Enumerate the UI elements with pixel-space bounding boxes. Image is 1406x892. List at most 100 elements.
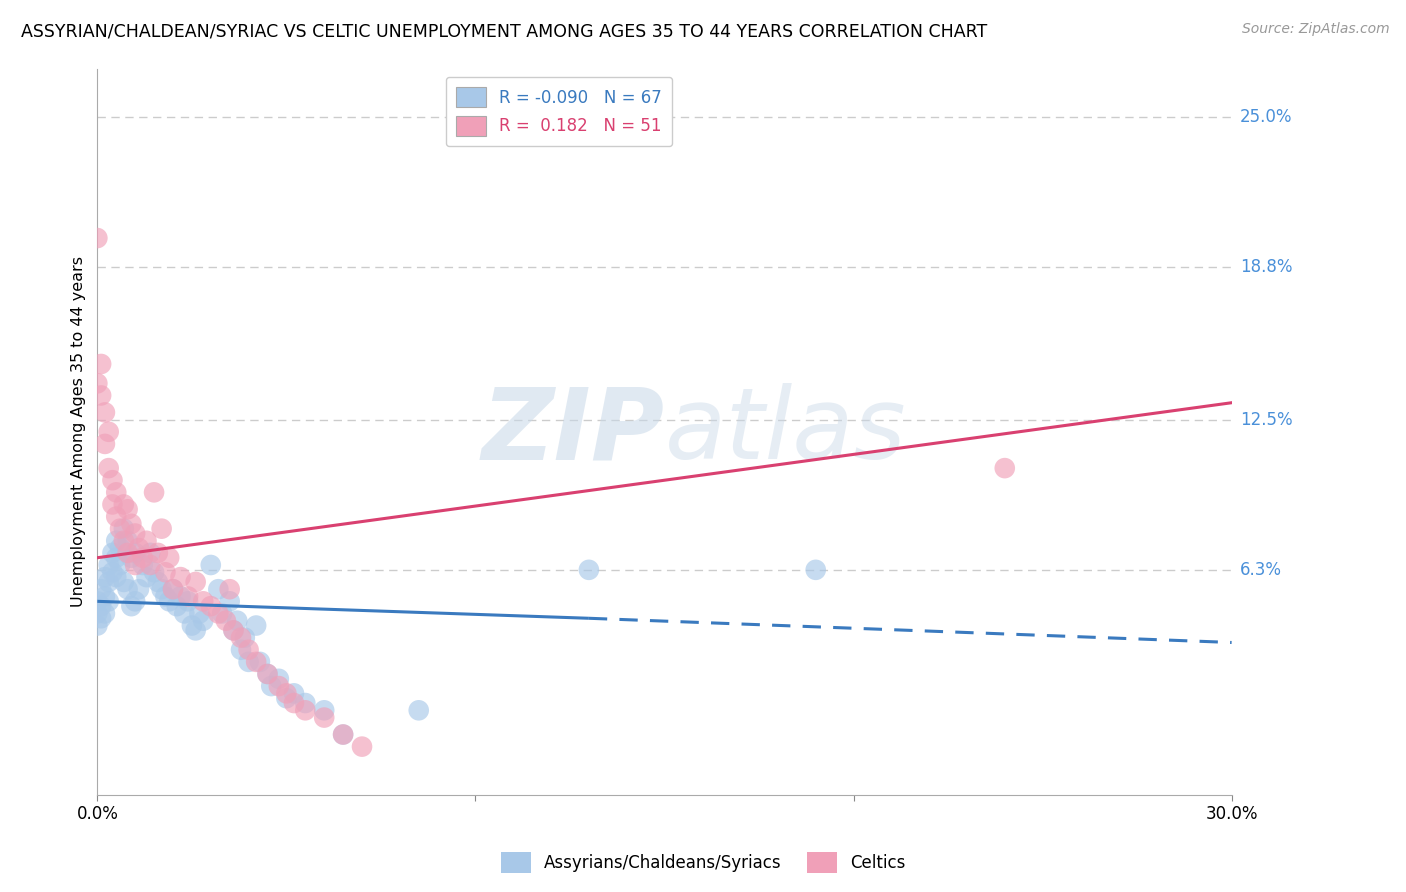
Point	[229, 642, 252, 657]
Point	[124, 526, 146, 541]
Point	[162, 582, 184, 597]
Point	[90, 357, 112, 371]
Point	[207, 582, 229, 597]
Text: ASSYRIAN/CHALDEAN/SYRIAC VS CELTIC UNEMPLOYMENT AMONG AGES 35 TO 44 YEARS CORREL: ASSYRIAN/CHALDEAN/SYRIAC VS CELTIC UNEMP…	[21, 22, 987, 40]
Point	[108, 522, 131, 536]
Point	[128, 541, 150, 555]
Point	[215, 614, 238, 628]
Legend: R = -0.090   N = 67, R =  0.182   N = 51: R = -0.090 N = 67, R = 0.182 N = 51	[446, 77, 672, 146]
Point	[124, 594, 146, 608]
Point	[256, 667, 278, 681]
Point	[105, 550, 128, 565]
Point	[332, 727, 354, 741]
Point	[112, 533, 135, 548]
Point	[314, 710, 336, 724]
Point	[177, 590, 200, 604]
Point	[94, 570, 117, 584]
Point	[222, 624, 245, 638]
Point	[132, 558, 155, 572]
Point	[233, 631, 256, 645]
Point	[238, 655, 260, 669]
Point	[117, 582, 139, 597]
Point	[193, 614, 215, 628]
Point	[222, 624, 245, 638]
Point	[94, 437, 117, 451]
Point	[314, 703, 336, 717]
Point	[276, 686, 298, 700]
Point	[184, 624, 207, 638]
Point	[101, 473, 124, 487]
Point	[90, 611, 112, 625]
Text: ZIP: ZIP	[481, 384, 665, 480]
Point	[146, 546, 169, 560]
Text: atlas: atlas	[665, 384, 905, 480]
Point	[211, 607, 233, 621]
Point	[86, 376, 108, 391]
Point	[105, 509, 128, 524]
Point	[97, 461, 120, 475]
Point	[112, 498, 135, 512]
Point	[94, 607, 117, 621]
Point	[97, 594, 120, 608]
Point	[117, 533, 139, 548]
Point	[143, 566, 166, 580]
Point	[94, 405, 117, 419]
Point	[135, 533, 157, 548]
Point	[193, 594, 215, 608]
Point	[128, 582, 150, 597]
Point	[169, 590, 191, 604]
Point	[112, 522, 135, 536]
Point	[157, 550, 180, 565]
Y-axis label: Unemployment Among Ages 35 to 44 years: Unemployment Among Ages 35 to 44 years	[72, 256, 86, 607]
Point	[90, 388, 112, 402]
Point	[90, 582, 112, 597]
Point	[200, 558, 222, 572]
Point	[180, 618, 202, 632]
Point	[120, 550, 142, 565]
Legend: Assyrians/Chaldeans/Syriacs, Celtics: Assyrians/Chaldeans/Syriacs, Celtics	[494, 846, 912, 880]
Point	[112, 574, 135, 589]
Point	[150, 582, 173, 597]
Text: 6.3%: 6.3%	[1240, 561, 1282, 579]
Point	[173, 607, 195, 621]
Point	[162, 582, 184, 597]
Point	[283, 696, 305, 710]
Point	[267, 672, 290, 686]
Point	[146, 574, 169, 589]
Point	[139, 546, 162, 560]
Point	[260, 679, 283, 693]
Point	[101, 498, 124, 512]
Point	[256, 667, 278, 681]
Text: 12.5%: 12.5%	[1240, 410, 1292, 429]
Point	[267, 679, 290, 693]
Point	[188, 607, 211, 621]
Point	[139, 558, 162, 572]
Point	[184, 574, 207, 589]
Point	[101, 546, 124, 560]
Point	[207, 607, 229, 621]
Point	[245, 655, 267, 669]
Point	[97, 425, 120, 439]
Point	[408, 703, 430, 717]
Point	[157, 594, 180, 608]
Point	[229, 631, 252, 645]
Point	[135, 570, 157, 584]
Point	[124, 546, 146, 560]
Point	[86, 594, 108, 608]
Point	[120, 516, 142, 531]
Point	[86, 607, 108, 621]
Point	[218, 582, 240, 597]
Point	[578, 563, 600, 577]
Point	[94, 590, 117, 604]
Point	[90, 599, 112, 614]
Point	[283, 686, 305, 700]
Text: 18.8%: 18.8%	[1240, 258, 1292, 277]
Point	[117, 502, 139, 516]
Point	[169, 570, 191, 584]
Point	[120, 599, 142, 614]
Point	[124, 558, 146, 572]
Point	[155, 590, 177, 604]
Point	[177, 594, 200, 608]
Point	[105, 533, 128, 548]
Text: 25.0%: 25.0%	[1240, 108, 1292, 126]
